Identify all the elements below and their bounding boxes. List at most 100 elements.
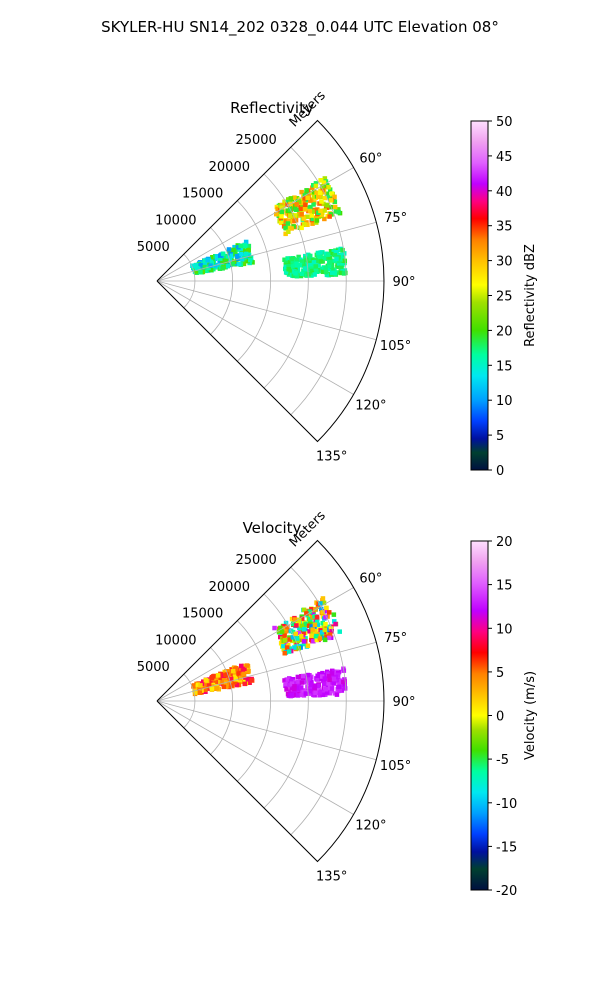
echo-cell bbox=[283, 629, 289, 634]
echo-cell bbox=[294, 202, 299, 207]
echo-cell bbox=[314, 619, 320, 624]
echo-cell bbox=[295, 693, 301, 698]
echo-cell bbox=[331, 249, 336, 254]
echo-cell bbox=[283, 259, 289, 264]
echo-cell bbox=[283, 231, 288, 237]
echo-cell bbox=[292, 645, 297, 650]
echo-cell bbox=[320, 596, 326, 601]
echo-cell bbox=[230, 261, 235, 267]
azimuth-tick-label: 135° bbox=[316, 870, 347, 885]
echo-cell bbox=[308, 262, 313, 268]
echo-cell bbox=[289, 685, 295, 691]
echo-cell bbox=[335, 672, 341, 678]
echo-cell bbox=[309, 190, 314, 196]
echo-cell bbox=[294, 274, 300, 279]
echo-cell bbox=[320, 269, 326, 274]
echo-cell bbox=[243, 251, 249, 257]
echo-cell bbox=[238, 675, 243, 681]
echo-cell bbox=[284, 645, 290, 650]
sector-frame bbox=[156, 539, 385, 863]
range-tick-label: 10000 bbox=[155, 214, 196, 229]
echo-cell bbox=[289, 692, 295, 698]
echo-cell bbox=[241, 248, 246, 253]
azimuth-gridline bbox=[156, 641, 377, 702]
echo-cell bbox=[309, 607, 314, 612]
echo-cell bbox=[209, 686, 215, 691]
echo-cell bbox=[298, 628, 303, 633]
echo-cell bbox=[309, 213, 314, 218]
echo-cell bbox=[220, 251, 226, 256]
echo-cell bbox=[286, 642, 291, 648]
echo-cell bbox=[319, 630, 325, 635]
echo-cell bbox=[284, 687, 289, 692]
echo-cell bbox=[327, 610, 332, 615]
echo-cell bbox=[329, 629, 334, 634]
echo-cell bbox=[314, 269, 319, 274]
echo-cell bbox=[289, 256, 294, 262]
colorbar-tick-label: -20 bbox=[496, 884, 517, 899]
echo-cell bbox=[286, 649, 292, 654]
echo-cell bbox=[198, 683, 203, 688]
echo-cell bbox=[242, 243, 247, 249]
echo-cell bbox=[299, 212, 304, 217]
echo-cell bbox=[327, 260, 333, 265]
echo-cell bbox=[215, 673, 221, 678]
echo-cell bbox=[226, 669, 231, 674]
echo-cell bbox=[285, 256, 290, 261]
echo-cell bbox=[295, 674, 301, 680]
echo-cell bbox=[337, 629, 342, 634]
echo-cell bbox=[286, 263, 291, 269]
echo-cell bbox=[302, 260, 308, 265]
echo-cell bbox=[286, 267, 291, 272]
echo-cell bbox=[309, 633, 314, 638]
echo-cell bbox=[308, 204, 313, 210]
echo-cell bbox=[289, 638, 295, 643]
echo-cell bbox=[294, 623, 299, 628]
echo-cell bbox=[283, 264, 289, 270]
echo-cell bbox=[314, 218, 320, 223]
echo-cell bbox=[292, 218, 297, 223]
echo-cell bbox=[289, 681, 295, 686]
echo-cell bbox=[309, 624, 315, 629]
echo-cell bbox=[314, 615, 320, 620]
echo-cell bbox=[322, 637, 328, 643]
echo-cell bbox=[194, 269, 199, 274]
echo-cell bbox=[329, 191, 335, 196]
echo-cell bbox=[292, 684, 297, 689]
echo-cell bbox=[205, 686, 211, 691]
echo-cell bbox=[311, 260, 317, 265]
echo-cell bbox=[332, 271, 337, 276]
echo-cell bbox=[283, 681, 288, 687]
echo-cell bbox=[285, 221, 291, 226]
echo-cell bbox=[316, 687, 322, 692]
echo-cell bbox=[281, 647, 286, 652]
echo-cell bbox=[203, 687, 208, 693]
echo-cell bbox=[297, 617, 302, 623]
azimuth-tick-label: 135° bbox=[316, 450, 347, 465]
echo-layer bbox=[191, 596, 348, 699]
echo-cell bbox=[299, 271, 305, 277]
echo-cell bbox=[293, 271, 298, 276]
echo-cell bbox=[337, 682, 342, 687]
echo-cell bbox=[236, 247, 241, 252]
echo-cell bbox=[314, 633, 319, 639]
echo-cell bbox=[308, 198, 313, 203]
echo-cell bbox=[304, 611, 309, 616]
echo-cell bbox=[241, 671, 246, 677]
echo-cell bbox=[304, 188, 309, 193]
echo-cell bbox=[313, 264, 319, 269]
echo-cell bbox=[342, 258, 347, 264]
echo-cell bbox=[297, 262, 303, 268]
echo-cell bbox=[292, 686, 297, 692]
colorbar-tick-label: -10 bbox=[496, 797, 517, 812]
echo-cell bbox=[278, 220, 284, 226]
echo-cell bbox=[325, 252, 331, 257]
echo-cell bbox=[307, 689, 312, 694]
echo-cell bbox=[223, 253, 229, 259]
echo-cell bbox=[200, 269, 206, 275]
range-tick-label: 15000 bbox=[182, 607, 223, 622]
echo-cell bbox=[315, 677, 321, 682]
echo-cell bbox=[341, 679, 346, 685]
echo-cell bbox=[301, 263, 306, 268]
echo-cell bbox=[294, 257, 300, 263]
